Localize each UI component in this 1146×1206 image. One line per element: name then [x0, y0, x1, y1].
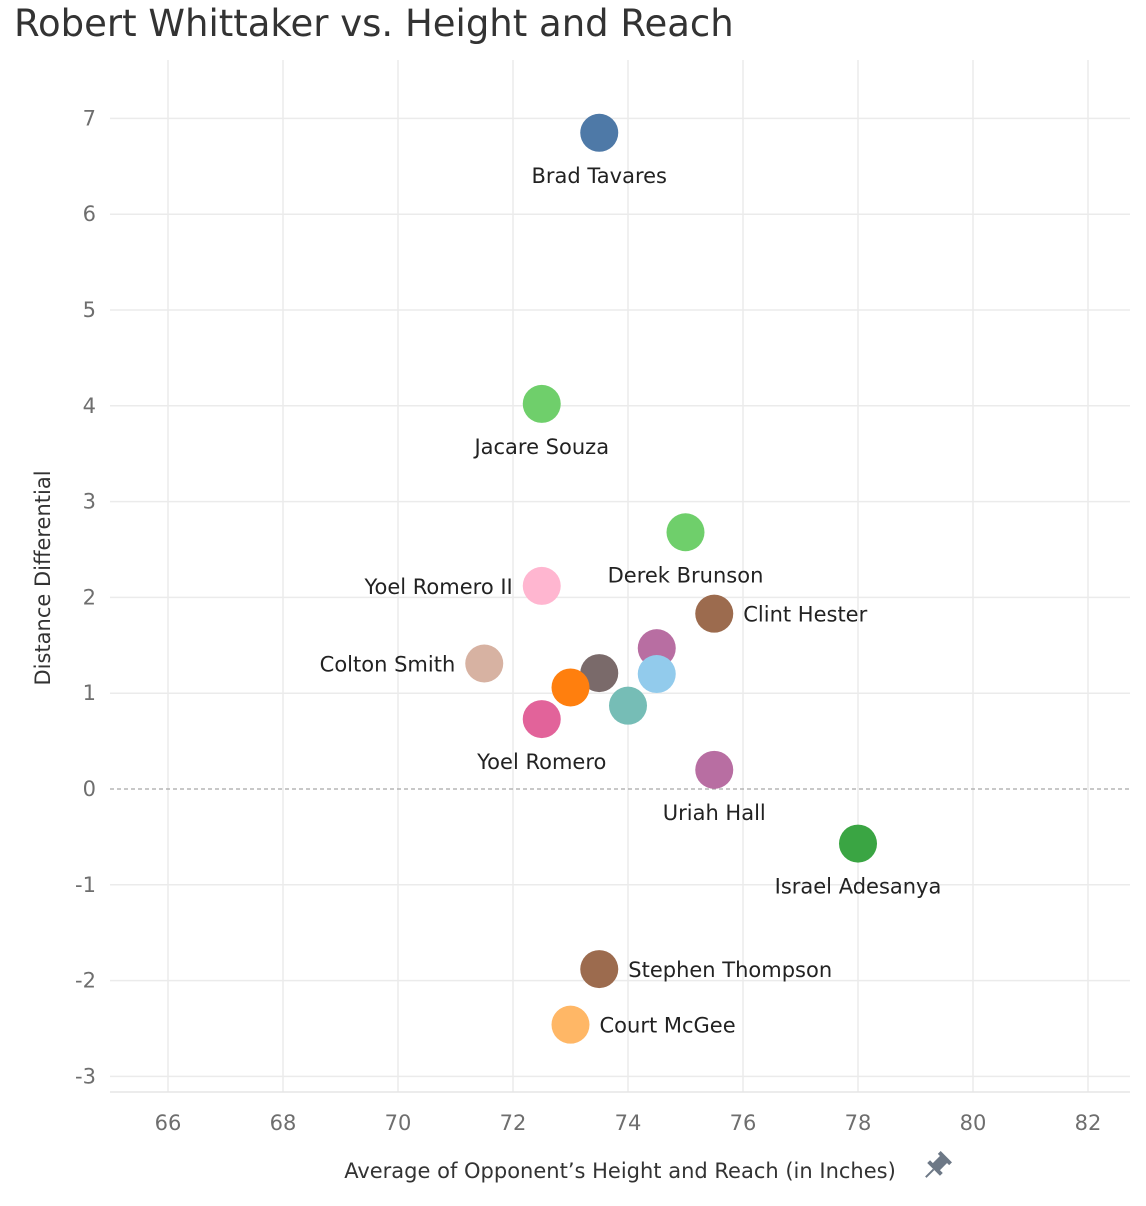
y-tick-label: 5: [83, 298, 96, 322]
x-tick-label: 68: [270, 1111, 297, 1135]
x-tick-label: 66: [155, 1111, 182, 1135]
chart-title: Robert Whittaker vs. Height and Reach: [14, 2, 734, 45]
grid: [110, 60, 1130, 1093]
y-tick-label: 2: [83, 585, 96, 609]
y-tick-label: 0: [83, 777, 96, 801]
y-tick-label: 1: [83, 681, 96, 705]
y-tick-label: 7: [83, 106, 96, 130]
scatter-point[interactable]: [580, 950, 619, 989]
point-label: Uriah Hall: [663, 801, 766, 825]
y-tick-label: -2: [75, 969, 96, 993]
scatter-point[interactable]: [839, 824, 877, 863]
y-tick-label: 3: [83, 490, 96, 514]
axis-ticks: 66 68 70 72 74 76 78 80 82 -3 -2 -1 0 1 2 3 4 5 6 7: [75, 106, 1101, 1135]
y-tick-label: -1: [75, 873, 96, 897]
scatter-point[interactable]: [609, 686, 647, 725]
y-axis-title: Distance Differential: [31, 470, 55, 685]
x-tick-label: 76: [730, 1111, 757, 1135]
scatter-point[interactable]: [465, 644, 504, 683]
x-axis-title: Average of Opponent’s Height and Reach (…: [344, 1159, 896, 1183]
y-tick-label: -3: [75, 1064, 96, 1088]
point-label: Yoel Romero: [476, 750, 606, 774]
scatter-point[interactable]: [580, 654, 619, 693]
point-label: Israel Adesanya: [775, 875, 942, 899]
point-label: Colton Smith: [320, 653, 456, 677]
point-label: Brad Tavares: [532, 164, 667, 188]
x-tick-label: 74: [615, 1111, 642, 1135]
scatter-point[interactable]: [522, 566, 561, 605]
point-label: Stephen Thompson: [628, 958, 832, 982]
x-tick-label: 72: [500, 1111, 527, 1135]
data-points: [465, 113, 877, 1044]
scatter-point[interactable]: [580, 113, 619, 152]
y-tick-label: 6: [83, 202, 96, 226]
scatter-point[interactable]: [637, 655, 676, 694]
point-label: Jacare Souza: [472, 435, 609, 459]
point-label: Clint Hester: [743, 603, 867, 627]
point-label: Court McGee: [600, 1014, 736, 1038]
point-label: Yoel Romero II: [363, 575, 512, 599]
x-tick-label: 80: [960, 1111, 987, 1135]
point-label: Derek Brunson: [608, 563, 764, 587]
y-tick-label: 4: [83, 394, 96, 418]
x-tick-label: 70: [385, 1111, 412, 1135]
x-tick-label: 78: [845, 1111, 872, 1135]
scatter-point[interactable]: [551, 668, 590, 707]
scatter-point[interactable]: [666, 513, 705, 552]
point-labels: Brad Tavares Jacare Souza Derek Brunson Yoe…: [320, 164, 942, 1038]
scatter-point[interactable]: [695, 594, 734, 633]
x-tick-label: 82: [1075, 1111, 1102, 1135]
pin-icon[interactable]: [919, 1150, 952, 1183]
scatter-point[interactable]: [522, 384, 561, 423]
scatter-point[interactable]: [695, 750, 734, 789]
scatter-point[interactable]: [522, 700, 561, 739]
scatter-point[interactable]: [551, 1005, 590, 1044]
